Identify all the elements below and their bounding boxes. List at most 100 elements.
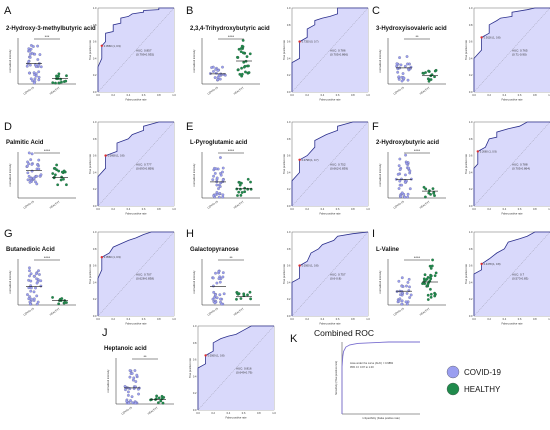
roc-x-tick: 0.4 — [127, 93, 131, 97]
roc-y-tick: 0.2 — [93, 187, 97, 191]
covid-point — [37, 70, 41, 74]
roc-cutoff-point — [204, 354, 207, 357]
covid-point — [137, 387, 140, 391]
roc-y-tick: 0.2 — [93, 73, 97, 77]
roc-y-tick: 0.4 — [93, 56, 97, 60]
covid-point — [36, 300, 40, 304]
roc-cutoff-label: 0.4478 (1, 0.8) — [484, 262, 501, 266]
covid-point — [35, 277, 39, 281]
roc-y-label: True positive rate — [464, 39, 468, 59]
covid-point — [32, 274, 36, 278]
roc-x-tick: 0.6 — [336, 207, 340, 211]
roc-curve — [291, 121, 368, 206]
healthy-point — [430, 264, 434, 268]
roc-x-tick: 0.4 — [227, 411, 231, 415]
roc-y-tick: 0.8 — [287, 23, 291, 27]
roc-x-tick: 1.0 — [548, 317, 550, 321]
covid-point — [29, 289, 33, 293]
panel-title: 2-Hydroxy-3-methylbutyric acid — [6, 26, 96, 32]
roc-auc: AUC: 0.857 — [136, 49, 152, 53]
covid-point — [396, 172, 400, 176]
panel-b: B 2,3,4-Trihydroxybutyric acid normalized … — [186, 5, 370, 102]
covid-point — [131, 401, 135, 405]
healthy-point — [60, 175, 64, 179]
roc-y-tick: 1.0 — [287, 6, 291, 10]
healthy-point — [59, 178, 63, 182]
combined-x-label: 1-Specificity (False positive rate) — [362, 416, 400, 420]
roc-x-tick: 0.2 — [211, 411, 215, 415]
covid-point — [397, 299, 401, 303]
covid-point — [405, 162, 409, 165]
roc-ci: (0.693-0.859) — [136, 167, 154, 171]
panel-title: Combined ROC — [314, 328, 374, 338]
covid-point — [406, 78, 410, 82]
roc-diagonal — [473, 7, 550, 93]
covid-point — [214, 167, 218, 171]
covid-point — [137, 392, 140, 396]
covid-point — [406, 62, 409, 66]
roc-x-tick: 1.0 — [366, 93, 370, 97]
legend-swatch-0 — [446, 365, 460, 379]
healthy-point — [60, 297, 64, 300]
roc-x-tick: 0.4 — [321, 317, 325, 321]
roc-cutoff-label: 0.3626 (1, 0.8) — [484, 35, 501, 39]
covid-point — [39, 284, 43, 288]
roc-y-tick: 0.0 — [469, 204, 473, 208]
covid-point — [25, 64, 29, 68]
roc-x-tick: 0.0 — [472, 317, 476, 321]
roc-cutoff-label: 0.0560 (1, 0.8) — [302, 264, 319, 268]
healthy-point — [422, 72, 426, 75]
roc-x-tick: 0.0 — [290, 207, 294, 211]
roc-x-tick: 0.6 — [336, 317, 340, 321]
covid-point — [401, 72, 405, 75]
scatter-y-label: normalized intensity — [8, 49, 12, 73]
roc-y-tick: 0.8 — [287, 137, 291, 141]
roc-x-tick: 0.6 — [336, 93, 340, 97]
significance-label: ** — [143, 354, 147, 359]
x-category-label: COVID-19 — [22, 199, 35, 209]
x-category-label: COVID-19 — [206, 85, 219, 95]
healthy-point — [160, 394, 164, 398]
roc-y-tick: 1.0 — [287, 120, 291, 124]
roc-diagonal — [473, 121, 550, 207]
roc-x-tick: 0.2 — [487, 207, 491, 211]
covid-point — [36, 58, 40, 61]
healthy-point — [427, 69, 430, 73]
healthy-point — [429, 274, 433, 278]
covid-point — [130, 372, 134, 375]
covid-point — [35, 281, 39, 285]
covid-point — [398, 56, 401, 59]
healthy-point — [52, 176, 56, 180]
roc-x-tick: 0.8 — [157, 207, 161, 211]
roc-x-tick: 0.6 — [142, 317, 146, 321]
healthy-point — [247, 64, 250, 68]
covid-point — [28, 302, 32, 306]
covid-point — [33, 63, 37, 67]
roc-auc: AUC: 0.786 — [330, 49, 346, 53]
x-category-label: HEALTHY — [419, 85, 431, 95]
roc-y-tick: 0.2 — [287, 187, 291, 191]
roc-cutoff-point — [298, 40, 301, 43]
healthy-point — [245, 55, 249, 58]
covid-point — [397, 164, 401, 168]
roc-ci: (0.705-0.864) — [512, 167, 530, 171]
roc-cutoff-point — [298, 158, 301, 161]
covid-point — [400, 302, 404, 306]
covid-point — [214, 193, 217, 197]
covid-point — [213, 293, 217, 297]
x-category-label: HEALTHY — [233, 306, 245, 316]
healthy-point — [239, 193, 243, 197]
roc-diagonal — [97, 231, 175, 317]
x-category-label: HEALTHY — [419, 306, 431, 316]
roc-y-label: True positive rate — [464, 263, 468, 283]
covid-point — [400, 183, 404, 187]
roc-x-label: False positive rate — [125, 322, 147, 326]
healthy-point — [244, 70, 247, 74]
healthy-point — [57, 72, 61, 76]
healthy-point — [426, 298, 430, 301]
roc-x-tick: 1.0 — [272, 411, 276, 415]
roc-y-tick: 1.0 — [469, 6, 473, 10]
x-category-label: HEALTHY — [49, 306, 61, 316]
covid-point — [34, 180, 37, 184]
covid-point — [409, 177, 413, 181]
